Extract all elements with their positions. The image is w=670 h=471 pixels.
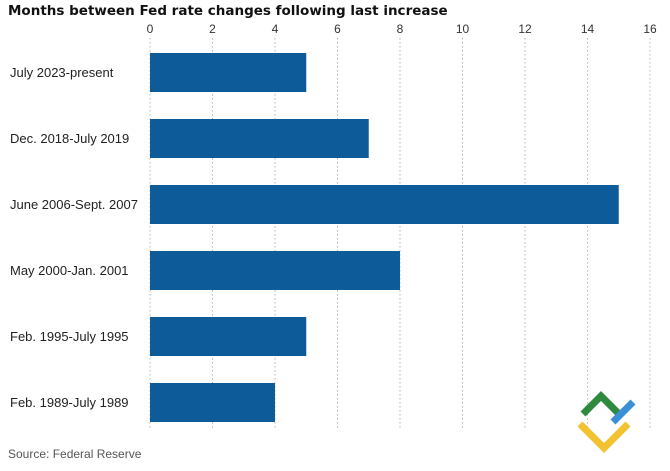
x-tick-label-4: 4	[272, 22, 279, 36]
bar-0	[150, 53, 307, 92]
x-tick-label-16: 16	[643, 22, 657, 36]
x-tick-label-0: 0	[147, 22, 154, 36]
category-label-5: Feb. 1989-July 1989	[10, 395, 129, 410]
source-note: Source: Federal Reserve	[8, 447, 142, 461]
category-label-4: Feb. 1995-July 1995	[10, 329, 129, 344]
bars	[150, 53, 619, 422]
x-tick-label-2: 2	[209, 22, 216, 36]
category-label-0: July 2023-present	[10, 65, 114, 80]
grid-lines	[149, 38, 651, 430]
category-label-1: Dec. 2018-July 2019	[10, 131, 129, 146]
logo-mark-icon	[577, 391, 636, 453]
x-tick-label-10: 10	[456, 22, 470, 36]
x-tick-label-12: 12	[518, 22, 532, 36]
x-tick-label-6: 6	[334, 22, 341, 36]
x-axis-tick-labels: 0 2 4 6 8 10 12 14 16	[147, 22, 657, 36]
x-tick-label-8: 8	[397, 22, 404, 36]
logo-green-stroke	[580, 391, 622, 417]
chart-title: Months between Fed rate changes followin…	[8, 3, 448, 19]
x-tick-label-14: 14	[581, 22, 595, 36]
bar-5	[150, 383, 275, 422]
category-labels: July 2023-present Dec. 2018-July 2019 June…	[10, 65, 138, 410]
logo-yellow-stroke	[577, 421, 631, 453]
category-label-2: June 2006-Sept. 2007	[10, 197, 138, 212]
category-label-3: May 2000-Jan. 2001	[10, 263, 129, 278]
bar-4	[150, 317, 307, 356]
logo-blue-stroke	[610, 399, 636, 425]
bar-3	[150, 251, 400, 290]
bar-1	[150, 119, 369, 158]
bar-2	[150, 185, 619, 224]
